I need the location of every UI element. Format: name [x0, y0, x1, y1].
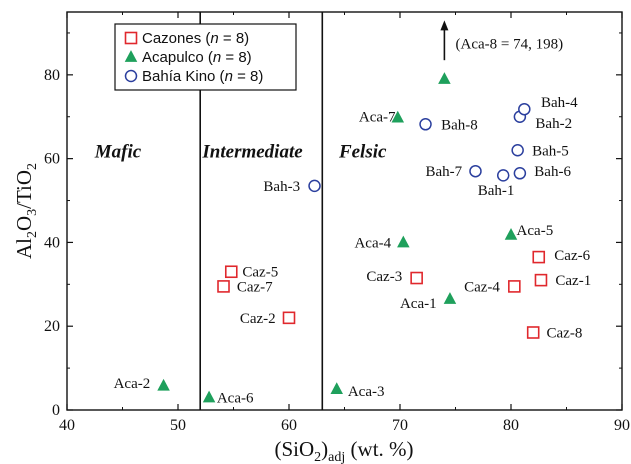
legend-label-Bahia_Kino: Bahía Kino (n = 8) [142, 68, 263, 85]
point-label-Bah-4: Bah-4 [541, 95, 578, 111]
point-Bah-1 [496, 169, 510, 182]
point-label-Caz-8: Caz-8 [547, 325, 583, 341]
legend-label-Acapulco: Acapulco (n = 8) [142, 49, 252, 66]
point-label-Caz-4: Caz-4 [464, 279, 500, 295]
off-scale-note-layer: (Aca-8 = 74, 198) [440, 20, 564, 61]
series-Acapulco: Aca-1 Aca-2 Aca-3 Aca-4 Aca-5 Aca-6 Aca-7 [114, 72, 554, 406]
axis-ticks-layer: 40 50 60 70 80 90 0 20 40 60 80 [44, 12, 630, 434]
x-axis-label: (SiO2)adj (wt. %) [274, 437, 413, 464]
point-Aca-5 [504, 228, 518, 240]
point-label-Caz-6: Caz-6 [554, 248, 590, 264]
point-Caz-8 [526, 326, 540, 339]
point-Aca-7 [391, 110, 405, 123]
point-label-Aca-1: Aca-1 [400, 296, 437, 312]
point-label-Aca-6: Aca-6 [217, 390, 254, 406]
point-label-Aca-2: Aca-2 [114, 376, 151, 392]
y-tick-label: 60 [44, 151, 60, 168]
point-label-Bah-3: Bah-3 [263, 179, 300, 195]
point-Caz-4 [508, 280, 521, 293]
point-Bah-3 [308, 179, 321, 193]
point-Bah-5 [511, 144, 524, 157]
x-tick-label: 60 [281, 417, 297, 434]
point-Bah-6 [513, 167, 527, 180]
point-Aca-2 [157, 378, 170, 391]
off-scale-note-text: (Aca-8 = 74, 198) [456, 36, 564, 52]
legend: Cazones (n = 8) Acapulco (n = 8) Bahía Kin… [114, 23, 297, 91]
y-axis-label: Al2O3/TiO2 [12, 163, 40, 259]
point-Aca-6 [202, 390, 216, 403]
point-label-Caz-3: Caz-3 [366, 269, 402, 285]
point-label-Bah-6: Bah-6 [534, 164, 571, 180]
point-Caz-3 [410, 271, 423, 285]
off-scale-arrow-head [440, 20, 449, 31]
series-Bahia_Kino: Bah-1 Bah-2 Bah-3 Bah-4 Bah-5 Bah-6 Bah-7 Bah-8 [263, 95, 578, 199]
region-label-intermediate: Intermediate [201, 141, 303, 162]
point-label-Bah-5: Bah-5 [532, 143, 569, 159]
point-Caz-7 [217, 280, 230, 293]
point-label-Caz-2: Caz-2 [240, 311, 276, 327]
point-Bah-4 [518, 102, 531, 116]
legend-marker-Cazones [124, 31, 138, 45]
axis-labels-layer: (SiO2)adj (wt. %) Al2O3/TiO2 [12, 163, 414, 464]
point-label-Aca-5: Aca-5 [517, 223, 554, 239]
x-tick-label: 70 [392, 417, 408, 434]
point-label-Aca-7: Aca-7 [359, 110, 396, 126]
y-tick-label: 20 [44, 318, 60, 335]
point-Aca-3 [330, 382, 343, 394]
point-label-Bah-2: Bah-2 [535, 116, 572, 132]
y-tick-label: 0 [52, 402, 60, 419]
point-label-Caz-7: Caz-7 [237, 279, 273, 295]
point-Caz-5 [224, 265, 238, 279]
point-label-Caz-5: Caz-5 [242, 265, 278, 281]
x-tick-label: 80 [503, 417, 519, 434]
region-label-mafic: Mafic [94, 141, 142, 162]
region-labels-layer: Mafic Intermediate Felsic [94, 141, 387, 162]
y-tick-label: 80 [44, 67, 60, 84]
data-points-layer: Caz-1 Caz-2 Caz-3 Caz-4 Caz-5 Caz-6 Caz-7 Caz-8… [114, 72, 591, 406]
legend-label-Cazones: Cazones (n = 8) [142, 30, 249, 47]
point-Caz-1 [534, 273, 548, 287]
point-Bah-8 [419, 118, 432, 131]
point-label-Bah-8: Bah-8 [441, 117, 478, 133]
point-Caz-6 [532, 250, 546, 264]
legend-box [114, 23, 297, 91]
series-Cazones: Caz-1 Caz-2 Caz-3 Caz-4 Caz-5 Caz-6 Caz-7 Caz-8 [217, 248, 591, 341]
point-Aca-1 [443, 292, 457, 304]
region-label-felsic: Felsic [338, 141, 387, 162]
x-tick-label: 40 [59, 417, 75, 434]
legend-marker-Acapulco [124, 50, 138, 62]
point-Aca-8 [438, 72, 451, 84]
point-label-Caz-1: Caz-1 [555, 273, 591, 289]
point-Bah-7 [469, 164, 482, 178]
point-label-Aca-3: Aca-3 [348, 384, 385, 400]
point-label-Aca-4: Aca-4 [354, 235, 391, 251]
x-tick-label: 50 [170, 417, 186, 434]
legend-marker-Bahia_Kino [124, 69, 138, 83]
y-tick-label: 40 [44, 234, 60, 251]
point-Caz-2 [282, 311, 296, 325]
point-label-Bah-7: Bah-7 [425, 164, 462, 180]
point-Aca-4 [397, 235, 410, 248]
point-label-Bah-1: Bah-1 [478, 183, 515, 199]
x-tick-label: 90 [614, 417, 630, 434]
